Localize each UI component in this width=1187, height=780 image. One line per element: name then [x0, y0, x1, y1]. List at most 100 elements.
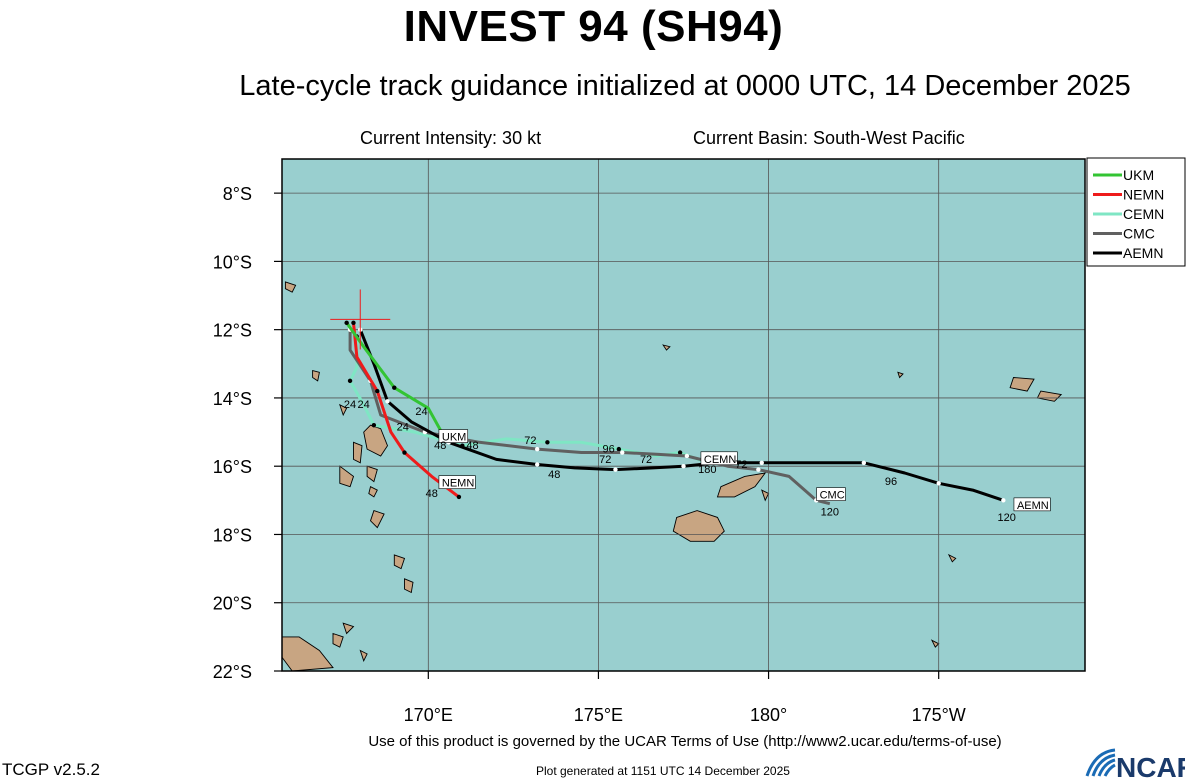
- track-point: [344, 320, 349, 326]
- legend-label-ukm: UKM: [1123, 167, 1154, 183]
- track-point: [677, 450, 683, 455]
- hour-label: 24: [415, 406, 427, 418]
- legend: UKM NEMN CEMN CMC AEMN: [1086, 157, 1186, 267]
- current-basin: Current Basin: South-West Pacific: [693, 128, 965, 148]
- version-label: TCGP v2.5.2: [2, 760, 100, 779]
- track-label-cemn: CEMN: [700, 451, 738, 466]
- track-cmc: [348, 329, 831, 506]
- track-point: [616, 446, 622, 452]
- island-22: [930, 639, 940, 648]
- land-masses: [282, 281, 1063, 671]
- ncar-logo: NCAR: [1085, 748, 1185, 780]
- model-tracks: [330, 289, 1006, 506]
- track-point: [347, 378, 353, 384]
- legend-label-aemn: AEMN: [1123, 245, 1163, 261]
- track-label-box: [1013, 497, 1051, 512]
- hour-label: 24: [358, 399, 370, 411]
- island-5: [369, 510, 385, 529]
- track-point: [684, 453, 690, 459]
- lon-tick-label: 180°: [750, 705, 787, 725]
- island-7: [404, 578, 414, 594]
- track-point: [351, 320, 356, 326]
- hour-label: 120: [998, 512, 1016, 524]
- island-6: [393, 554, 406, 570]
- track-point: [534, 446, 540, 452]
- hour-label: 48: [426, 488, 438, 500]
- lon-tick-label: 175°E: [574, 705, 623, 725]
- track-point: [620, 450, 625, 455]
- island-10: [282, 636, 334, 671]
- track-point: [613, 467, 618, 472]
- lat-tick-label: 14°S: [213, 389, 252, 409]
- lat-tick-label: 18°S: [213, 525, 252, 545]
- island-15: [716, 472, 767, 498]
- track-point: [1001, 498, 1006, 503]
- lat-tick-label: 8°S: [223, 184, 252, 204]
- track-label-text: CEMN: [704, 454, 736, 466]
- track-point: [534, 462, 540, 467]
- track-point: [756, 467, 761, 472]
- island-0: [363, 424, 389, 457]
- hour-label: 180: [698, 464, 716, 476]
- hour-label: 72: [599, 454, 611, 466]
- island-19: [284, 281, 297, 293]
- legend-label-nemn: NEMN: [1123, 187, 1164, 203]
- island-1: [353, 441, 363, 464]
- lon-tick-label: 170°E: [404, 705, 453, 725]
- track-label-aemn: AEMN: [1013, 497, 1051, 512]
- lat-tick-label: 22°S: [213, 662, 252, 682]
- page-subtitle: Late-cycle track guidance initialized at…: [239, 70, 1131, 102]
- track-label-box: [438, 475, 476, 489]
- track-label-text: NEMN: [442, 478, 474, 490]
- hour-label: 72: [735, 459, 747, 471]
- track-label-box: [700, 451, 738, 466]
- ncar-swoosh-icon: [1085, 748, 1116, 777]
- island-12: [359, 649, 368, 662]
- island-8: [312, 370, 320, 382]
- hour-label: 96: [885, 476, 897, 488]
- island-2: [366, 465, 378, 483]
- track-point: [456, 494, 462, 500]
- hour-label: 48: [434, 440, 446, 452]
- track-aemn: [358, 329, 1004, 502]
- track-point: [545, 440, 550, 445]
- legend-label-cmc: CMC: [1123, 226, 1155, 242]
- track-point: [371, 423, 377, 428]
- hour-label: 72: [524, 435, 536, 447]
- terms-of-use: Use of this product is governed by the U…: [368, 733, 1002, 750]
- track-label-box: [816, 487, 846, 501]
- island-21: [897, 371, 904, 379]
- track-point: [385, 399, 390, 404]
- track-label-box: [438, 429, 469, 443]
- island-11: [332, 632, 344, 648]
- lat-tick-label: 16°S: [213, 457, 252, 477]
- lat-tick-label: 12°S: [213, 321, 252, 341]
- track-label-text: AEMN: [1017, 500, 1049, 512]
- island-16: [761, 489, 770, 502]
- track-label-ukm: UKM: [438, 429, 469, 444]
- track-point: [392, 385, 397, 390]
- island-3: [339, 465, 355, 488]
- island-18: [1036, 390, 1063, 402]
- island-20: [662, 344, 671, 351]
- track-label-cmc: CMC: [816, 487, 846, 502]
- island-14: [672, 510, 725, 542]
- generated-timestamp: Plot generated at 1151 UTC 14 December 2…: [536, 764, 790, 778]
- track-label-text: UKM: [442, 432, 466, 444]
- axis-labels: 8°S 10°S 12°S 14°S 16°S 18°S 20°S 22°S 170°E 175°…: [213, 184, 966, 725]
- track-point: [936, 481, 941, 486]
- hour-label: 24: [344, 399, 356, 411]
- hour-label: 48: [466, 440, 478, 452]
- lon-tick-label: 175°W: [912, 705, 966, 725]
- track-label-text: CMC: [820, 490, 845, 502]
- ncar-logo-text: NCAR: [1116, 752, 1185, 780]
- page-title: INVEST 94 (SH94): [403, 2, 784, 51]
- legend-label-cemn: CEMN: [1123, 206, 1164, 222]
- track-point: [681, 464, 686, 469]
- hour-label: 72: [640, 454, 652, 466]
- hour-label: 96: [603, 444, 615, 456]
- track-label-nemn: NEMN: [438, 475, 476, 490]
- map-frame: [281, 158, 1086, 672]
